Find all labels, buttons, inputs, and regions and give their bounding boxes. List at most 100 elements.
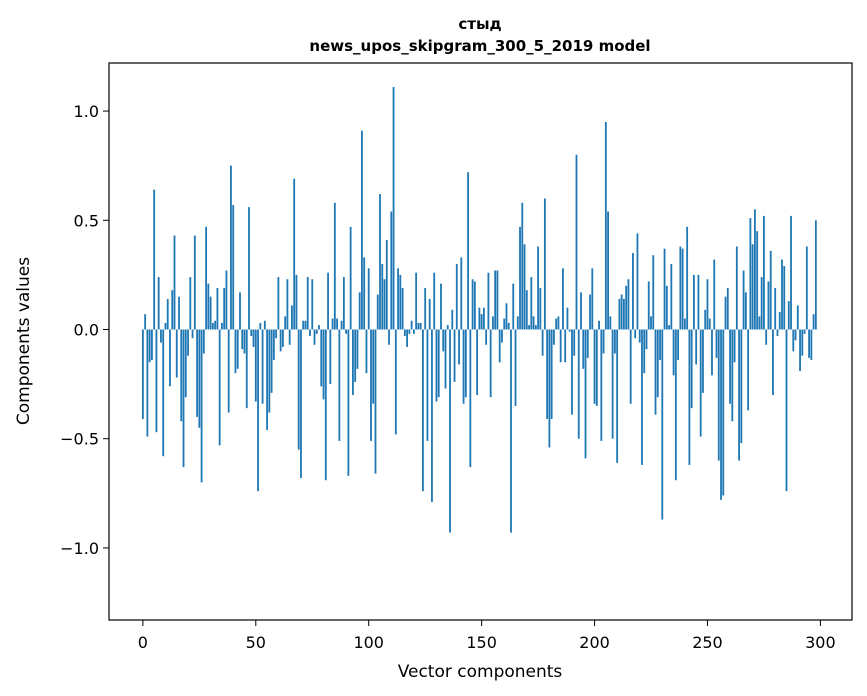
bar-component-177 bbox=[541, 329, 544, 356]
bar-component-69 bbox=[297, 329, 300, 450]
bar-component-279 bbox=[772, 329, 774, 396]
plot-frame bbox=[108, 62, 853, 621]
bar-component-165 bbox=[514, 329, 517, 406]
bar-component-94 bbox=[354, 329, 357, 382]
bar-component-284 bbox=[783, 266, 786, 330]
bar-component-97 bbox=[361, 130, 363, 330]
bar-component-91 bbox=[347, 329, 350, 476]
bar-component-22 bbox=[191, 329, 194, 339]
bar-component-230 bbox=[661, 329, 664, 520]
bar-series bbox=[141, 87, 817, 533]
bar-component-260 bbox=[729, 329, 731, 404]
bar-component-44 bbox=[241, 329, 244, 350]
bar-component-287 bbox=[790, 215, 792, 330]
bar-component-294 bbox=[805, 246, 808, 330]
bar-component-139 bbox=[455, 263, 458, 330]
bar-component-46 bbox=[245, 329, 248, 409]
bar-component-4 bbox=[151, 329, 153, 361]
bar-component-221 bbox=[641, 329, 643, 465]
bar-component-101 bbox=[370, 329, 372, 441]
bar-component-151 bbox=[482, 307, 485, 330]
bar-component-88 bbox=[340, 320, 343, 330]
bar-component-170 bbox=[525, 290, 528, 330]
bar-component-146 bbox=[471, 279, 474, 330]
bar-component-223 bbox=[645, 329, 648, 350]
bar-component-127 bbox=[428, 298, 431, 330]
bar-component-7 bbox=[157, 277, 160, 330]
bar-component-240 bbox=[683, 318, 686, 330]
bar-component-41 bbox=[234, 329, 237, 374]
bar-component-278 bbox=[769, 250, 772, 330]
bar-component-218 bbox=[634, 329, 637, 339]
bar-component-176 bbox=[539, 287, 542, 330]
bar-component-153 bbox=[487, 272, 490, 330]
x-tick-label: 50 bbox=[246, 633, 266, 652]
bar-component-285 bbox=[785, 329, 788, 492]
bar-component-185 bbox=[559, 329, 562, 363]
bar-component-253 bbox=[713, 259, 716, 330]
bar-component-28 bbox=[205, 226, 208, 330]
bar-component-205 bbox=[604, 121, 607, 330]
bar-component-267 bbox=[744, 292, 747, 330]
bar-component-162 bbox=[507, 322, 510, 330]
bar-component-86 bbox=[336, 318, 338, 330]
bar-component-246 bbox=[697, 274, 700, 330]
bar-component-245 bbox=[695, 329, 698, 365]
bar-component-85 bbox=[333, 202, 336, 330]
bar-component-61 bbox=[279, 329, 282, 352]
bar-component-295 bbox=[808, 329, 810, 358]
bar-component-160 bbox=[503, 318, 506, 330]
bar-component-251 bbox=[708, 318, 711, 330]
bar-component-219 bbox=[636, 233, 639, 330]
bar-component-213 bbox=[623, 298, 625, 330]
bar-component-84 bbox=[331, 318, 334, 330]
bar-component-265 bbox=[740, 329, 743, 444]
bar-component-1 bbox=[144, 314, 147, 330]
bar-component-122 bbox=[417, 322, 420, 330]
bar-component-138 bbox=[453, 329, 456, 382]
bar-component-121 bbox=[415, 272, 418, 330]
x-axis-label: Vector components bbox=[398, 662, 563, 682]
bar-component-131 bbox=[437, 329, 440, 398]
bar-component-39 bbox=[230, 165, 232, 330]
bar-component-209 bbox=[613, 329, 616, 354]
bar-component-119 bbox=[410, 320, 413, 330]
bar-component-264 bbox=[738, 329, 740, 461]
bar-component-215 bbox=[627, 279, 630, 330]
bar-component-112 bbox=[394, 329, 397, 435]
chart-title-line-2: news_upos_skipgram_300_5_2019 model bbox=[309, 37, 650, 55]
bar-component-129 bbox=[433, 272, 436, 330]
x-axis-ticks: 0 50 100 150 200 250 300 bbox=[138, 620, 836, 652]
bar-component-29 bbox=[207, 283, 210, 330]
bar-component-57 bbox=[270, 329, 273, 393]
bar-component-171 bbox=[528, 325, 530, 330]
bar-component-111 bbox=[392, 87, 395, 330]
y-tick-label: 0.5 bbox=[74, 211, 99, 230]
bar-component-132 bbox=[440, 283, 442, 330]
bar-component-117 bbox=[406, 329, 409, 347]
bar-component-6 bbox=[155, 329, 158, 433]
bar-component-152 bbox=[485, 329, 488, 345]
bar-component-24 bbox=[196, 329, 198, 417]
bar-component-204 bbox=[602, 329, 605, 354]
bar-component-156 bbox=[494, 270, 497, 330]
bar-component-87 bbox=[338, 329, 341, 441]
bar-component-25 bbox=[198, 329, 201, 428]
bar-component-283 bbox=[781, 259, 783, 330]
bar-component-224 bbox=[647, 281, 650, 330]
bar-component-256 bbox=[720, 329, 722, 500]
bar-component-19 bbox=[184, 329, 187, 398]
bar-component-47 bbox=[248, 207, 250, 330]
bar-component-271 bbox=[753, 209, 756, 330]
x-tick-label: 200 bbox=[579, 633, 610, 652]
bar-component-149 bbox=[478, 307, 481, 330]
bar-component-167 bbox=[519, 226, 521, 330]
bar-component-189 bbox=[568, 329, 571, 332]
bar-component-71 bbox=[302, 320, 305, 330]
bar-component-212 bbox=[620, 294, 623, 330]
bar-component-17 bbox=[180, 329, 183, 422]
bar-component-79 bbox=[320, 329, 323, 387]
bar-component-20 bbox=[187, 329, 189, 356]
bar-component-118 bbox=[408, 329, 411, 334]
bar-component-239 bbox=[681, 248, 684, 330]
